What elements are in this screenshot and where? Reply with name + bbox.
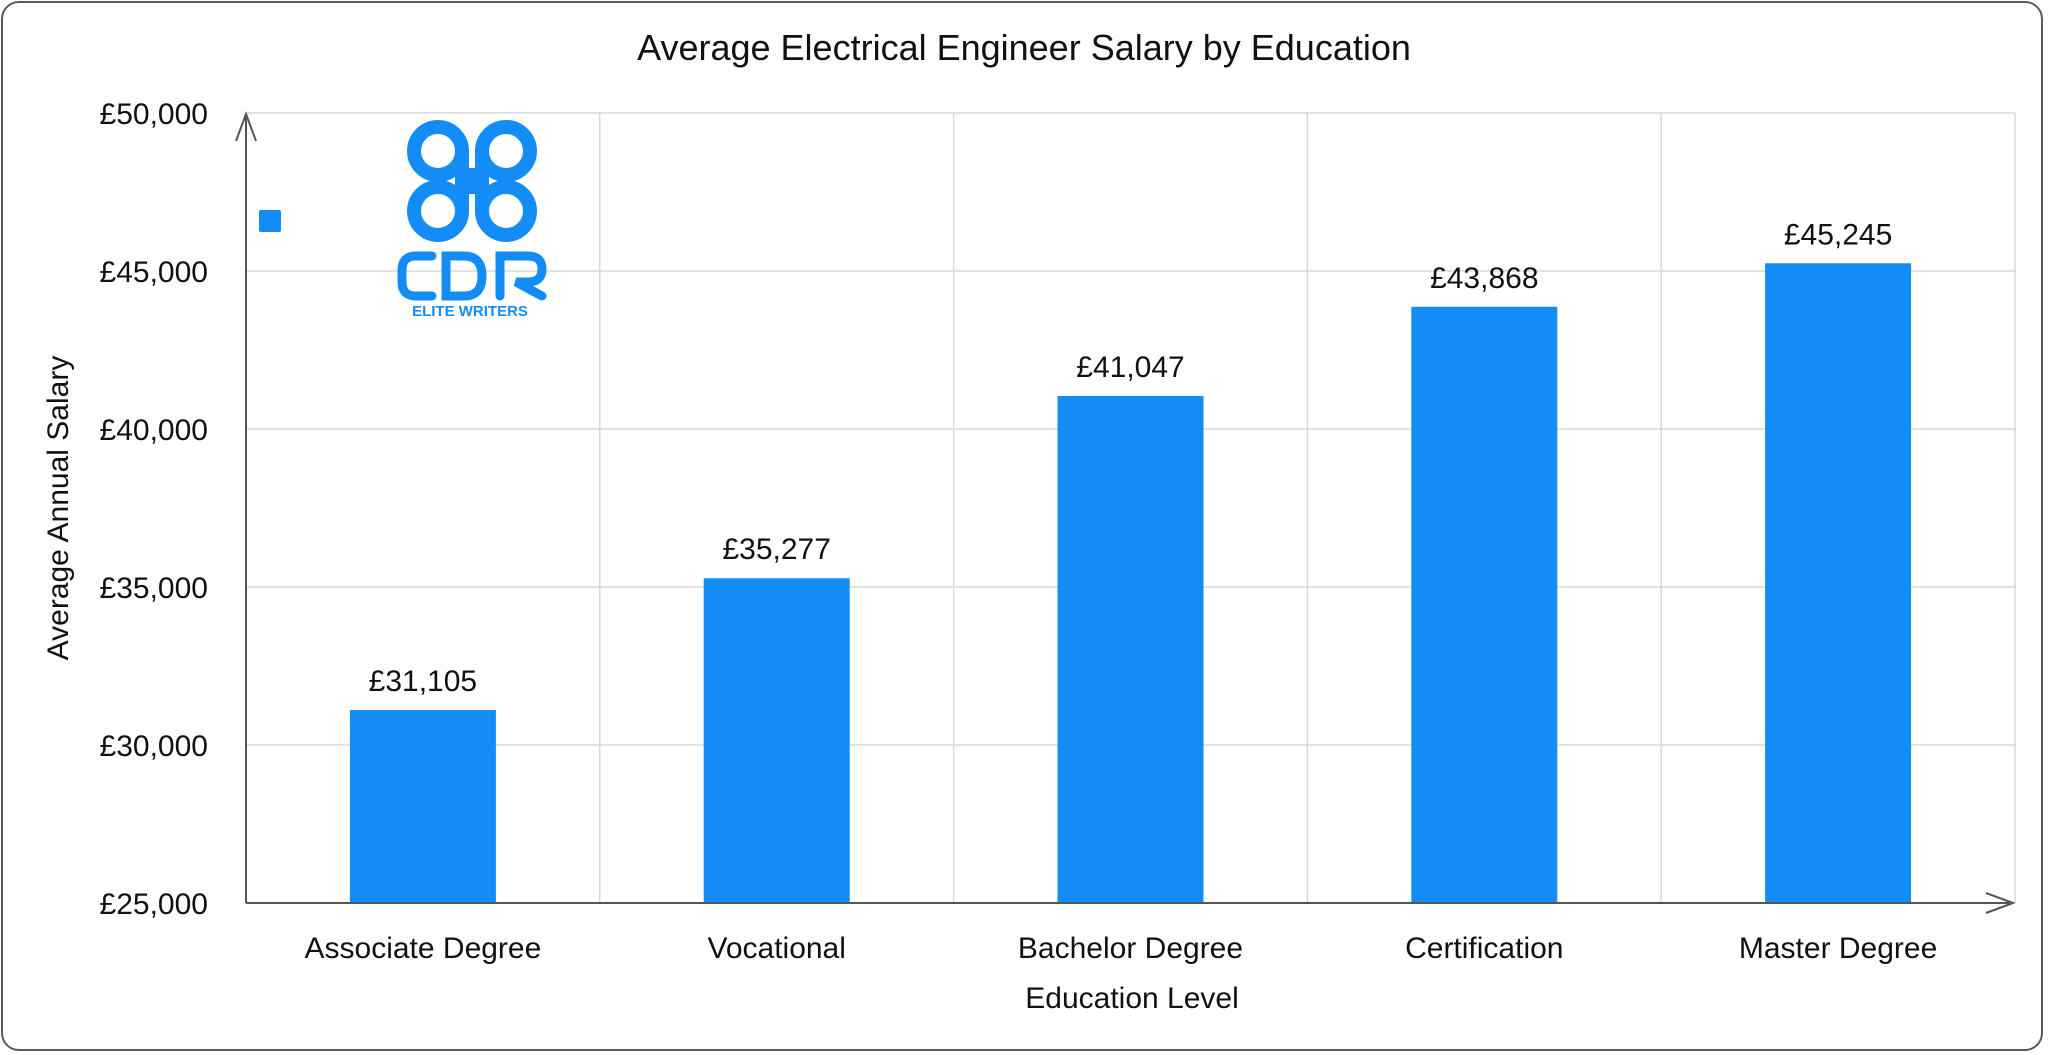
legend-marker [259,210,281,232]
y-tick-label: £45,000 [100,256,208,289]
bar [1057,395,1204,903]
x-tick-label: Bachelor Degree [1018,932,1243,965]
y-tick-labels: £25,000 £30,000 £35,000 £40,000 £45,000 £50,0… [100,98,208,921]
data-label: £41,047 [1076,351,1184,384]
axes [235,111,2016,914]
x-tick-label: Master Degree [1739,932,1937,965]
bar [1765,263,1912,903]
y-tick-label: £35,000 [100,572,208,605]
y-axis-arrow-icon [235,111,257,142]
x-axis-label: Education Level [1025,982,1239,1015]
chart-title: Average Electrical Engineer Salary by Ed… [637,27,1411,68]
data-label: £43,868 [1430,262,1538,295]
x-tick-label: Vocational [707,932,845,965]
bar [703,578,850,903]
bar [349,710,496,903]
bar [1411,306,1558,903]
y-tick-label: £25,000 [100,888,208,921]
data-label: £31,105 [369,665,477,698]
y-tick-label: £40,000 [100,414,208,447]
y-tick-label: £30,000 [100,730,208,763]
logo-tagline: ELITE WRITERS [412,303,528,320]
bars [349,263,1912,903]
x-tick-label: Certification [1405,932,1563,965]
data-label: £35,277 [722,533,830,566]
data-label: £45,245 [1784,218,1892,251]
data-labels: £31,105 £35,277 £41,047 £43,868 £45,245 [369,218,1893,698]
grid-lines [246,112,2016,903]
x-tick-label: Associate Degree [305,932,542,965]
x-axis-arrow-icon [1985,892,2016,914]
y-tick-label: £50,000 [100,98,208,131]
y-axis-label: Average Annual Salary [42,356,75,661]
cdr-logo: ELITE WRITERS [397,120,547,320]
x-tick-labels: Associate Degree Vocational Bachelor Degre… [305,932,1938,965]
